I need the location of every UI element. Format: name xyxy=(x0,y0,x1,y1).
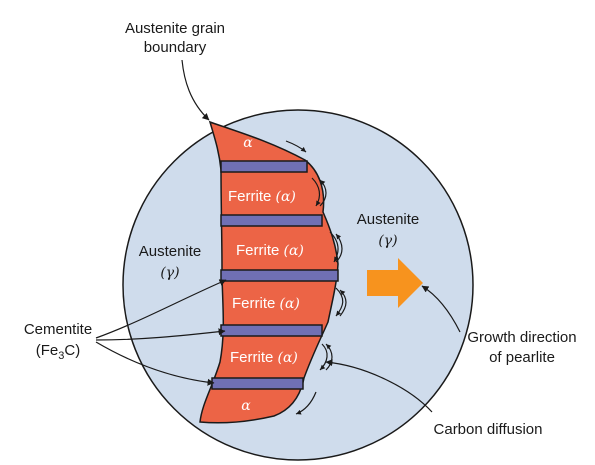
alpha-label-bottom: α xyxy=(241,398,251,414)
cementite-leader xyxy=(95,328,226,341)
ferrite-label: Ferrite (α) xyxy=(230,349,298,366)
cementite-lamella xyxy=(211,377,304,390)
cementite-lamella xyxy=(220,160,308,173)
growth-direction-arrow xyxy=(367,258,423,308)
ferrite-label: Ferrite (α) xyxy=(236,242,304,259)
diffusion-arrow xyxy=(319,343,328,371)
carbon-diffusion-leader xyxy=(325,359,433,413)
diffusion-arrow xyxy=(295,391,317,415)
diffusion-arrow xyxy=(319,179,327,207)
diffusion-arrow xyxy=(325,343,333,371)
growth-direction-leader xyxy=(421,285,461,333)
cementite-lamella xyxy=(220,324,323,337)
diffusion-arrow xyxy=(311,177,321,207)
growth-direction-label: Growth direction xyxy=(467,329,576,346)
diffusion-arrow xyxy=(339,289,347,317)
alpha-label-top: α xyxy=(243,135,253,151)
carbon-diffusion-label: Carbon diffusion xyxy=(434,421,543,438)
carbon-diffusion-arrows xyxy=(285,140,347,415)
leader-lines xyxy=(95,59,461,413)
diffusion-arrow xyxy=(335,233,343,263)
diffusion-arrow xyxy=(329,231,339,263)
gamma-right-label: (γ) xyxy=(378,233,397,249)
austenite-right-label: Austenite xyxy=(357,211,420,228)
cementite-lamella xyxy=(220,214,323,227)
grain-boundary-label: Austenite grain xyxy=(125,20,225,37)
growth-direction-label: of pearlite xyxy=(489,349,555,366)
austenite-left-label: Austenite xyxy=(139,243,202,260)
grain-boundary-leader xyxy=(181,59,210,121)
cementite-leader xyxy=(95,279,227,339)
ferrite-label: Ferrite (α) xyxy=(228,188,296,205)
cementite-formula: (Fe3C) xyxy=(36,342,80,362)
grain-boundary-label: boundary xyxy=(144,39,207,56)
gamma-left-label: (γ) xyxy=(160,265,179,281)
cementite-leader xyxy=(95,341,215,386)
diffusion-arrow xyxy=(335,287,344,317)
cementite-label: Cementite xyxy=(24,321,92,338)
cementite-lamella xyxy=(220,269,339,282)
diffusion-arrow xyxy=(285,140,307,153)
ferrite-label: Ferrite (α) xyxy=(232,295,300,312)
